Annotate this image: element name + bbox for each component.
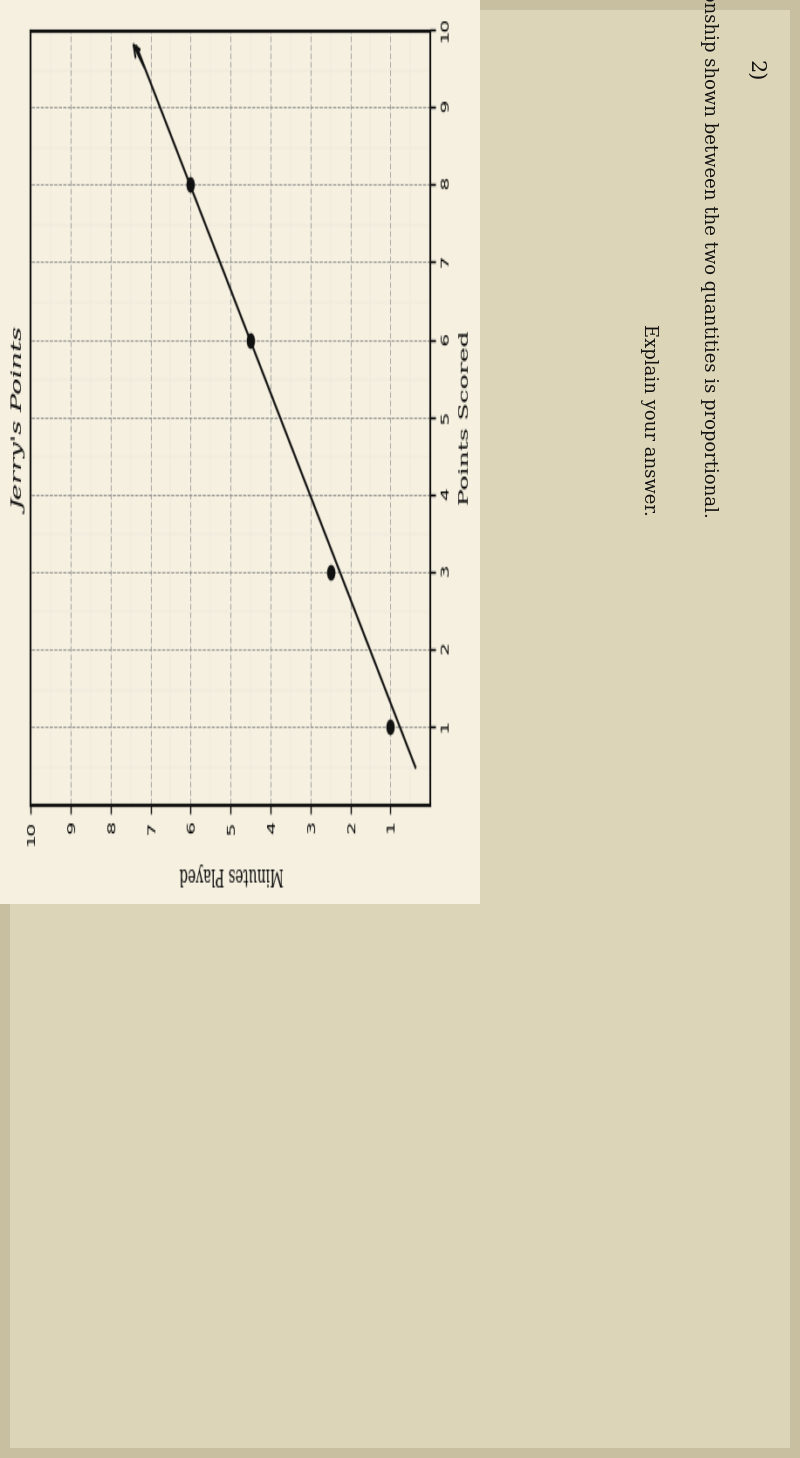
- Text: Determine whether the relationship shown between the two quantities is proportio: Determine whether the relationship shown…: [700, 0, 718, 518]
- Circle shape: [245, 179, 285, 220]
- Text: Explain your answer.: Explain your answer.: [640, 324, 658, 516]
- Bar: [155, 354, 193, 363]
- Text: 2: 2: [258, 255, 266, 265]
- Circle shape: [290, 206, 320, 235]
- Bar: [142, 330, 154, 389]
- Bar: [142, 360, 242, 490]
- FancyBboxPatch shape: [10, 10, 790, 1448]
- Text: 2): 2): [746, 60, 765, 82]
